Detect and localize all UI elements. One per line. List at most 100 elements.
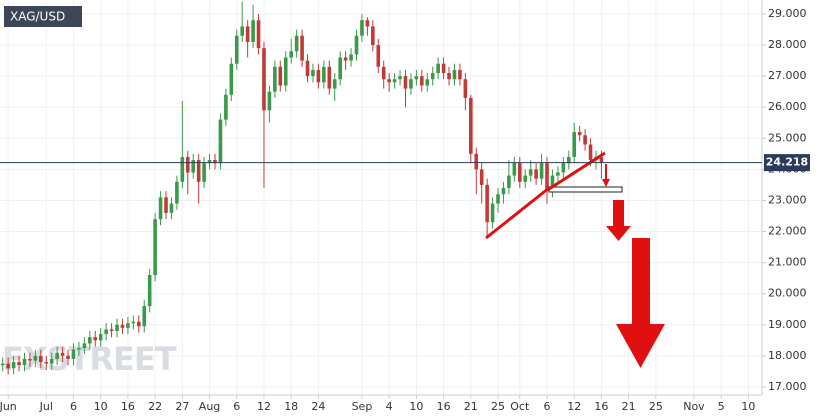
arrow-medium-head xyxy=(606,226,631,241)
x-tick-label: 21 xyxy=(622,400,636,413)
x-tick-label: Aug xyxy=(199,400,220,413)
arrow-medium xyxy=(613,200,624,227)
candle-body xyxy=(332,79,337,89)
candle-body xyxy=(115,324,119,331)
y-tick-label: 18.000 xyxy=(768,349,807,362)
candle-body xyxy=(452,69,457,80)
x-tick-label: 10 xyxy=(741,400,755,413)
candle-body xyxy=(147,275,152,307)
candle-body xyxy=(136,321,141,327)
y-tick-label: 25.000 xyxy=(768,131,807,144)
candle-body xyxy=(343,57,348,61)
arrow-small-head xyxy=(602,179,610,187)
x-tick-label: 25 xyxy=(649,400,663,413)
candle-body xyxy=(185,156,190,173)
candle-body xyxy=(28,358,32,361)
candle-body xyxy=(311,69,315,77)
x-tick-label: 22 xyxy=(148,400,162,413)
candle-body xyxy=(469,97,473,154)
candle-body xyxy=(583,135,587,145)
candle-body xyxy=(251,20,255,42)
candle-body xyxy=(60,352,65,356)
candle-body xyxy=(327,66,332,89)
candle-body xyxy=(126,323,130,328)
candle-body xyxy=(93,337,98,341)
candle-body xyxy=(523,175,528,182)
candle-body xyxy=(49,358,54,364)
candle-body xyxy=(169,203,174,213)
candle-body xyxy=(234,35,239,64)
x-tick-label: 27 xyxy=(175,400,189,413)
candle-body xyxy=(180,156,185,182)
candle-body xyxy=(572,132,577,157)
candle-body xyxy=(501,188,506,195)
candle-body xyxy=(305,60,310,77)
candle-body xyxy=(517,163,522,182)
x-tick-label: 16 xyxy=(437,400,451,413)
y-tick-label: 27.000 xyxy=(768,69,807,82)
candle-body xyxy=(507,175,511,189)
candle-body xyxy=(528,169,533,176)
x-tick-label: Oct xyxy=(510,400,530,413)
candle-body xyxy=(17,362,21,366)
support-zone xyxy=(548,186,623,193)
x-tick-label: Nov xyxy=(683,400,705,413)
candle-body xyxy=(104,329,108,335)
candle-body xyxy=(240,26,245,36)
candle-body xyxy=(447,73,451,80)
candle-body xyxy=(77,348,81,350)
y-tick-label: 21.000 xyxy=(768,256,807,269)
candle-body xyxy=(224,94,228,120)
candle-body xyxy=(283,57,288,86)
candle-body xyxy=(109,329,114,331)
symbol-label: XAG/USD xyxy=(10,10,65,24)
candle-body xyxy=(409,79,413,89)
candle-body xyxy=(436,63,440,74)
candle-body xyxy=(256,20,261,49)
candle-body xyxy=(420,76,424,86)
candle-body xyxy=(360,20,364,36)
candle-body xyxy=(376,45,381,67)
candle-body xyxy=(485,184,489,223)
x-tick-label: 12 xyxy=(257,400,271,413)
trend-line xyxy=(485,186,550,240)
y-tick-label: 26.000 xyxy=(768,100,807,113)
axes: 17.000 18.000 19.000 20.000 21.000 22.000 23.0… xyxy=(0,7,807,413)
candle-body xyxy=(33,355,38,361)
y-tick-label: 17.000 xyxy=(768,380,807,393)
x-tick-label: Jun xyxy=(0,400,17,413)
x-tick-label: 6 xyxy=(544,400,551,413)
candle-body xyxy=(463,79,468,98)
candle-body xyxy=(71,349,76,359)
x-tick-label: 6 xyxy=(70,400,77,413)
x-tick-label: 16 xyxy=(121,400,135,413)
candle-body xyxy=(474,153,479,170)
candle-body xyxy=(534,169,538,179)
candle-body xyxy=(556,172,560,176)
candle-body xyxy=(316,69,321,83)
candle-body xyxy=(588,144,593,161)
candle-body xyxy=(561,163,566,173)
candle-body xyxy=(349,54,353,61)
candle-body xyxy=(82,343,87,349)
y-tick-label: 29.000 xyxy=(768,7,807,20)
candle-body xyxy=(273,66,277,92)
x-tick-label: 10 xyxy=(409,400,423,413)
candle-body xyxy=(539,163,544,179)
candle-body xyxy=(131,321,136,324)
symbol-box xyxy=(4,6,82,27)
candle-body xyxy=(44,362,49,364)
candle-body xyxy=(300,35,304,61)
candle-body xyxy=(490,203,495,223)
x-tick-label: 6 xyxy=(233,400,240,413)
candle-body xyxy=(55,352,59,359)
candle-body xyxy=(354,35,359,55)
candle-body xyxy=(322,66,326,83)
candle-body xyxy=(550,175,555,192)
candle-body xyxy=(441,63,446,74)
candle-body xyxy=(512,163,517,176)
candle-body xyxy=(6,363,10,369)
candle-body xyxy=(39,355,43,363)
x-tick-label: 16 xyxy=(594,400,608,413)
